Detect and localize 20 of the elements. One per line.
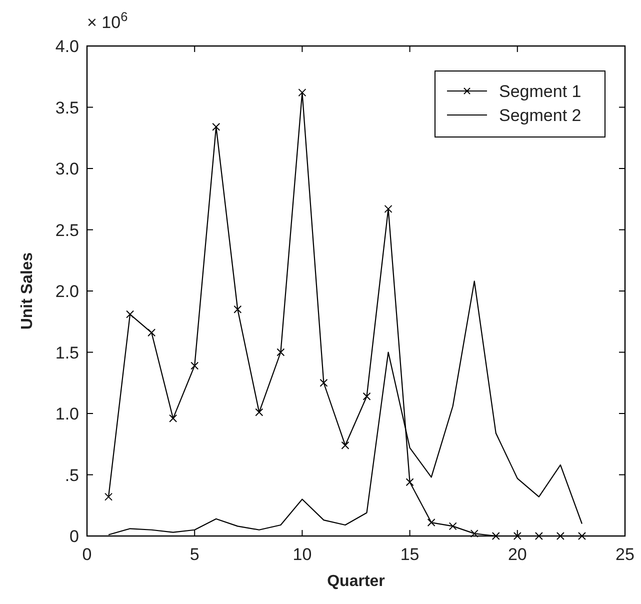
- y-tick-label: 3.5: [55, 98, 79, 118]
- x-tick-label: 25: [616, 545, 634, 564]
- text: × 10$^{6}$: [87, 8, 128, 32]
- y-tick-label: 4.0: [55, 37, 79, 56]
- y-tick-label: 2.5: [55, 220, 79, 240]
- y-tick-label: .5: [64, 466, 79, 485]
- legend-label: Segment 2: [499, 106, 582, 125]
- x-tick-label: 5: [190, 545, 200, 564]
- y-tick-label: 3.0: [55, 160, 79, 178]
- y-tick-label: 2.0: [55, 282, 79, 301]
- x-tick-label: 20: [508, 545, 527, 564]
- x-axis-title: Quarter: [327, 573, 385, 590]
- y-axis-title: Unit Sales: [19, 252, 36, 330]
- x-tick-label: 15: [400, 545, 420, 564]
- x-tick-label: 0: [82, 545, 92, 564]
- legend-label: Segment 1: [499, 82, 582, 101]
- x-tick-label: 10: [292, 545, 312, 564]
- y-tick-label: 1.5: [55, 343, 79, 362]
- y-tick-label: 0: [70, 527, 79, 546]
- y-tick-label: 1.0: [55, 404, 79, 424]
